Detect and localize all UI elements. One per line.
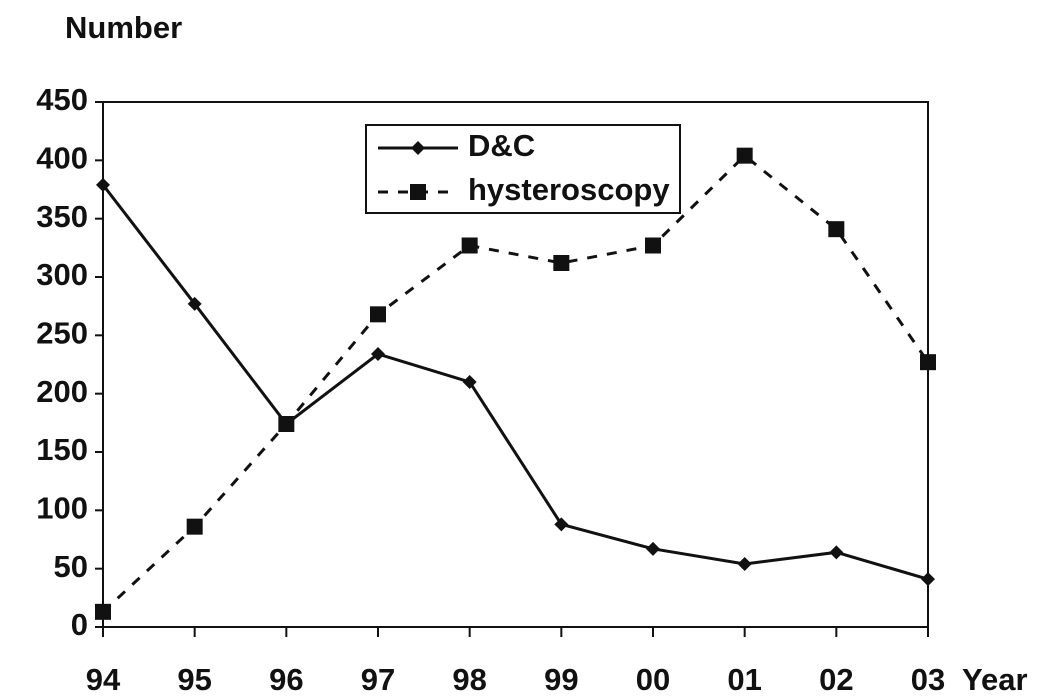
y-tick-label: 450: [36, 82, 88, 117]
x-tick-label: 96: [269, 662, 303, 697]
x-tick-label: 98: [452, 662, 486, 697]
y-tick-label: 50: [54, 549, 88, 584]
data-point: [371, 347, 385, 361]
legend-marker: [410, 184, 426, 200]
data-point: [829, 545, 844, 560]
y-tick-label: 350: [36, 199, 88, 234]
x-tick-label: 02: [819, 662, 853, 697]
legend-label: hysteroscopy: [468, 172, 670, 207]
data-point: [737, 557, 752, 571]
legend-marker: [411, 141, 425, 155]
y-tick-label: 400: [36, 141, 88, 176]
data-point: [553, 255, 570, 271]
data-point: [96, 177, 110, 192]
data-point: [646, 541, 660, 556]
y-tick-label: 300: [36, 257, 88, 292]
y-axis-label: Number: [65, 10, 182, 45]
x-tick-label: 97: [361, 662, 395, 697]
x-tick-label: 01: [727, 662, 761, 697]
data-point: [278, 416, 295, 432]
x-tick-label: 94: [86, 662, 121, 697]
y-tick-label: 100: [36, 491, 88, 526]
data-point: [920, 354, 936, 371]
series-line: [101, 183, 929, 581]
y-tick-label: 0: [71, 607, 88, 642]
x-tick-label: 95: [177, 662, 211, 697]
data-point: [554, 517, 569, 532]
data-point: [370, 306, 386, 323]
legend-label: D&C: [468, 128, 535, 163]
y-tick-label: 150: [36, 432, 88, 467]
data-point: [461, 237, 478, 254]
data-point: [645, 237, 661, 254]
y-tick-label: 250: [36, 316, 88, 351]
x-axis-label: Year: [962, 662, 1028, 697]
data-point: [828, 221, 845, 238]
data-point: [187, 296, 202, 311]
x-tick-label: 99: [544, 662, 578, 697]
data-point: [462, 375, 477, 389]
data-point: [95, 603, 111, 620]
x-tick-label: 03: [911, 662, 945, 697]
x-tick-label: 00: [636, 662, 670, 697]
series-line: [101, 153, 930, 613]
y-tick-label: 200: [36, 374, 88, 409]
data-point: [186, 518, 203, 535]
data-point: [736, 147, 753, 164]
data-point: [921, 572, 935, 587]
